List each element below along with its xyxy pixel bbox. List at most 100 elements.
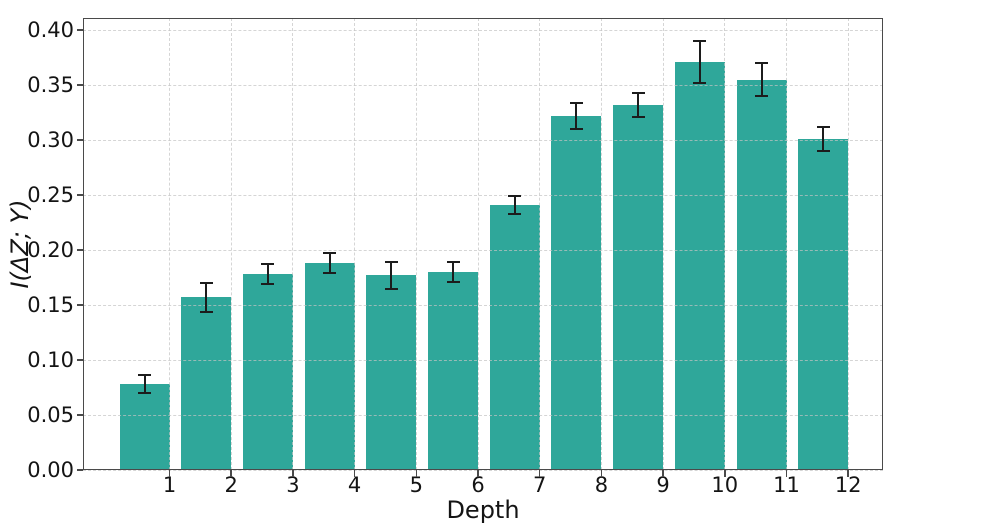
error-bar-cap-bottom <box>199 310 213 313</box>
gridline-horizontal <box>83 139 883 141</box>
gridline-vertical <box>230 18 232 470</box>
x-tick-label: 5 <box>409 473 423 497</box>
bar <box>181 297 232 470</box>
error-bar-line <box>637 92 640 117</box>
gridline-horizontal <box>83 414 883 416</box>
x-tick-label: 4 <box>347 473 362 497</box>
error-bar-line <box>266 264 269 285</box>
error-bar-cap-top <box>693 40 707 43</box>
y-tick-mark <box>76 249 83 251</box>
error-bar-cap-top <box>323 252 337 255</box>
x-tick-label: 11 <box>773 473 800 497</box>
x-tick-mark <box>292 470 294 477</box>
error-bar-cap-bottom <box>446 280 460 283</box>
error-bar-line <box>205 283 208 312</box>
gridline-horizontal <box>83 29 883 31</box>
y-tick-label: 0.35 <box>27 73 74 98</box>
y-tick-mark <box>76 359 83 361</box>
x-tick-label: 9 <box>656 473 670 497</box>
gridline-horizontal <box>83 249 883 251</box>
error-bar-line <box>143 375 146 393</box>
bar <box>366 275 417 470</box>
error-bar-line <box>390 262 393 289</box>
error-bar-cap-bottom <box>569 128 583 131</box>
error-bar-cap-bottom <box>816 150 830 153</box>
gridline-horizontal <box>83 194 883 196</box>
bar <box>489 204 540 470</box>
y-tick-mark <box>76 29 83 31</box>
x-tick-mark <box>662 470 664 477</box>
x-tick-mark <box>353 470 356 477</box>
x-tick-label: 12 <box>834 473 862 497</box>
x-tick-mark <box>168 470 171 477</box>
plot-area <box>83 18 883 471</box>
x-tick-mark <box>477 470 479 477</box>
x-tick-mark <box>600 470 603 477</box>
bar <box>304 263 355 470</box>
gridline-vertical <box>662 18 664 470</box>
gridline-vertical <box>600 18 602 470</box>
x-tick-label: 2 <box>224 473 238 497</box>
error-bar-cap-bottom <box>261 283 275 286</box>
gridline-vertical <box>847 18 849 470</box>
x-tick-mark <box>538 470 541 477</box>
bar <box>119 384 170 470</box>
bar <box>736 79 787 470</box>
error-bar-cap-bottom <box>631 115 645 118</box>
error-bar-cap-top <box>755 62 768 65</box>
gridline-vertical <box>539 18 541 470</box>
bar <box>242 274 293 470</box>
y-tick-label: 0.05 <box>27 403 74 427</box>
error-bar-line <box>822 126 825 152</box>
error-bar-cap-bottom <box>755 95 768 98</box>
y-tick-mark <box>76 194 83 196</box>
y-tick-mark <box>76 84 83 86</box>
x-tick-label: 1 <box>162 473 177 497</box>
gridline-vertical <box>292 18 294 470</box>
bar <box>428 272 478 470</box>
bar <box>551 115 602 470</box>
y-tick-label: 0.15 <box>27 293 74 318</box>
y-tick-mark <box>76 469 83 471</box>
bar <box>613 104 664 470</box>
error-bar-cap-top <box>138 374 151 377</box>
error-bar-cap-top <box>508 195 522 198</box>
y-tick-label: 0.10 <box>27 348 74 373</box>
error-bar-cap-top <box>261 263 275 266</box>
error-bar-cap-top <box>631 91 645 94</box>
error-bar-line <box>698 41 701 83</box>
y-tick-label: 0.25 <box>27 183 74 208</box>
x-tick-mark <box>415 470 418 477</box>
gridline-horizontal <box>83 359 883 361</box>
bar <box>674 61 725 470</box>
y-tick-label: 0.30 <box>27 128 74 153</box>
gridline-horizontal <box>83 84 883 86</box>
error-bar-cap-top <box>569 101 583 104</box>
error-bar-line <box>513 196 516 214</box>
gridline-vertical <box>354 18 356 470</box>
gridline-vertical <box>786 18 787 470</box>
x-tick-label: 8 <box>594 473 609 497</box>
gridline-vertical <box>169 18 170 470</box>
gridline-vertical <box>724 18 726 470</box>
x-tick-label: 6 <box>471 473 485 497</box>
error-bar-cap-bottom <box>508 212 522 215</box>
x-axis-label: Depth <box>446 496 520 524</box>
gridline-horizontal <box>83 469 883 471</box>
error-bar-line <box>760 63 763 97</box>
x-tick-label: 10 <box>711 473 739 497</box>
y-tick-label: 0.00 <box>27 458 74 482</box>
x-tick-label: 7 <box>533 473 547 497</box>
gridline-horizontal <box>83 304 883 306</box>
error-bar-cap-bottom <box>384 287 398 290</box>
gridline-vertical <box>477 18 479 470</box>
x-tick-label: 3 <box>286 473 300 497</box>
error-bar-cap-bottom <box>323 272 337 275</box>
error-bar-cap-top <box>446 261 460 264</box>
error-bar-cap-top <box>384 261 398 264</box>
x-tick-mark <box>847 470 849 477</box>
error-bar-line <box>575 102 578 130</box>
error-bar-line <box>452 262 454 282</box>
y-tick-label: 0.40 <box>27 18 74 43</box>
